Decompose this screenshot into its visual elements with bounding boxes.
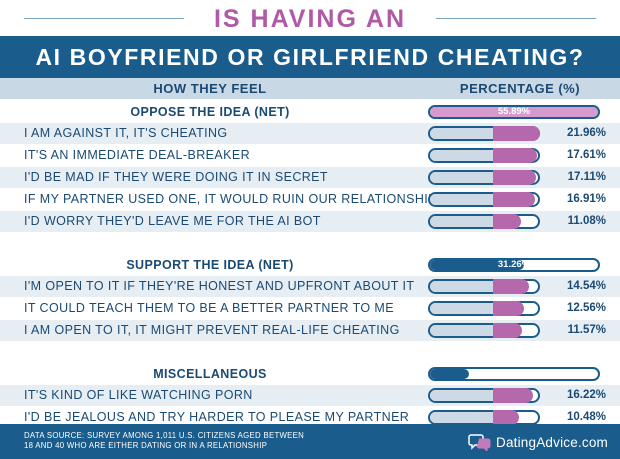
misc-net-row: MISCELLANEOUS 12.85% [0,364,620,385]
response-bar [493,279,530,294]
response-bar-base [430,412,497,423]
response-value: 17.61% [566,149,606,161]
response-bar [493,170,536,185]
chart-title: AI BOYFRIEND OR GIRLFRIEND CHEATING? [0,36,620,78]
table-row: IT'S KIND OF LIKE WATCHING PORN 16.22% [0,385,620,406]
data-source-note: DATA SOURCE: SURVEY AMONG 1,011 U.S. CIT… [24,431,444,451]
response-bar-base [430,303,497,314]
table-row: I'M OPEN TO IT IF THEY'RE HONEST AND UPF… [0,276,620,297]
support-net-value: 31.26% [497,259,531,270]
response-value: 11.08% [567,215,606,227]
response-bar-base [430,150,497,161]
response-label: I'D BE JEALOUS AND TRY HARDER TO PLEASE … [24,410,410,424]
response-bar-base [430,216,497,227]
response-bar-base [430,390,497,401]
response-bar-track [428,323,540,338]
table-row: I AM OPEN TO IT, IT MIGHT PREVENT REAL-L… [0,320,620,341]
response-value: 16.22% [566,389,606,401]
support-net-bar [430,260,524,270]
response-bar [493,148,537,163]
response-value: 10.48% [566,411,606,423]
response-label: IT'S AN IMMEDIATE DEAL-BREAKER [24,148,251,162]
response-bar [493,192,536,207]
response-value: 11.57% [567,324,606,336]
response-bar-base [430,281,497,292]
oppose-net-value: 55.89% [497,106,531,117]
response-value: 16.91% [566,193,606,205]
table-row: IF MY PARTNER USED ONE, IT WOULD RUIN OU… [0,189,620,210]
table-row: I'D BE JEALOUS AND TRY HARDER TO PLEASE … [0,407,620,428]
response-bar [493,301,525,316]
oppose-net-row: OPPOSE THE IDEA (NET) 55.89% [0,102,620,123]
support-net-bar-track: 31.26% [428,258,600,272]
response-bar [493,410,520,425]
column-header-feel: HOW THEY FEEL [153,81,267,96]
response-value: 21.96% [566,127,606,139]
response-label: IT COULD TEACH THEM TO BE A BETTER PARTN… [24,301,394,315]
table-row: IT'S AN IMMEDIATE DEAL-BREAKER 17.61% [0,145,620,166]
brand-name: DatingAdvice.com [496,434,608,450]
title-rule-right [436,18,596,19]
misc-net-bar-track: 12.85% [428,367,600,381]
response-value: 17.11% [567,171,606,183]
misc-net-value: 12.85% [497,368,531,379]
response-bar-track [428,410,540,425]
response-bar-base [430,128,497,139]
response-label: I'D WORRY THEY'D LEAVE ME FOR THE AI BOT [24,214,321,228]
response-bar-track [428,214,540,229]
response-bar-base [430,325,497,336]
response-bar [493,388,534,403]
chart-table: HOW THEY FEEL PERCENTAGE (%) OPPOSE THE … [0,78,620,425]
title-rule-left [24,18,184,19]
response-label: I'D BE MAD IF THEY WERE DOING IT IN SECR… [24,170,328,184]
chat-bubbles-icon [468,434,491,451]
response-value: 14.54% [566,280,606,292]
oppose-net-bar-track: 55.89% [428,105,600,119]
response-bar-base [430,194,497,205]
response-bar [493,126,540,141]
column-header-row: HOW THEY FEEL PERCENTAGE (%) [0,78,620,99]
data-source-line-2: 18 AND 40 WHO ARE EITHER DATING OR IN A … [24,441,268,450]
table-row: IT COULD TEACH THEM TO BE A BETTER PARTN… [0,298,620,319]
table-row: I'D BE MAD IF THEY WERE DOING IT IN SECR… [0,167,620,188]
response-bar [493,214,521,229]
table-row: I'D WORRY THEY'D LEAVE ME FOR THE AI BOT… [0,211,620,232]
response-label: IT'S KIND OF LIKE WATCHING PORN [24,388,253,402]
response-label: I AM OPEN TO IT, IT MIGHT PREVENT REAL-L… [24,323,400,337]
response-bar [493,323,522,338]
footer: DATA SOURCE: SURVEY AMONG 1,011 U.S. CIT… [0,424,620,459]
response-label: I'M OPEN TO IT IF THEY'RE HONEST AND UPF… [24,279,415,293]
data-source-line-1: DATA SOURCE: SURVEY AMONG 1,011 U.S. CIT… [24,431,305,440]
support-net-label: SUPPORT THE IDEA (NET) [126,258,294,272]
support-net-row: SUPPORT THE IDEA (NET) 31.26% [0,255,620,276]
response-label: IF MY PARTNER USED ONE, IT WOULD RUIN OU… [24,192,437,206]
misc-net-label: MISCELLANEOUS [153,367,267,381]
misc-net-bar [430,369,469,379]
oppose-net-label: OPPOSE THE IDEA (NET) [130,105,290,119]
chart-kicker: IS HAVING AN [213,5,407,33]
table-row: I AM AGAINST IT, IT'S CHEATING 21.96% [0,123,620,144]
brand-logo: DatingAdvice.com [468,432,608,452]
column-header-percentage: PERCENTAGE (%) [459,81,581,96]
response-bar-base [430,172,497,183]
response-value: 12.56% [566,302,606,314]
oppose-net-bar [430,107,598,117]
response-label: I AM AGAINST IT, IT'S CHEATING [24,126,228,140]
